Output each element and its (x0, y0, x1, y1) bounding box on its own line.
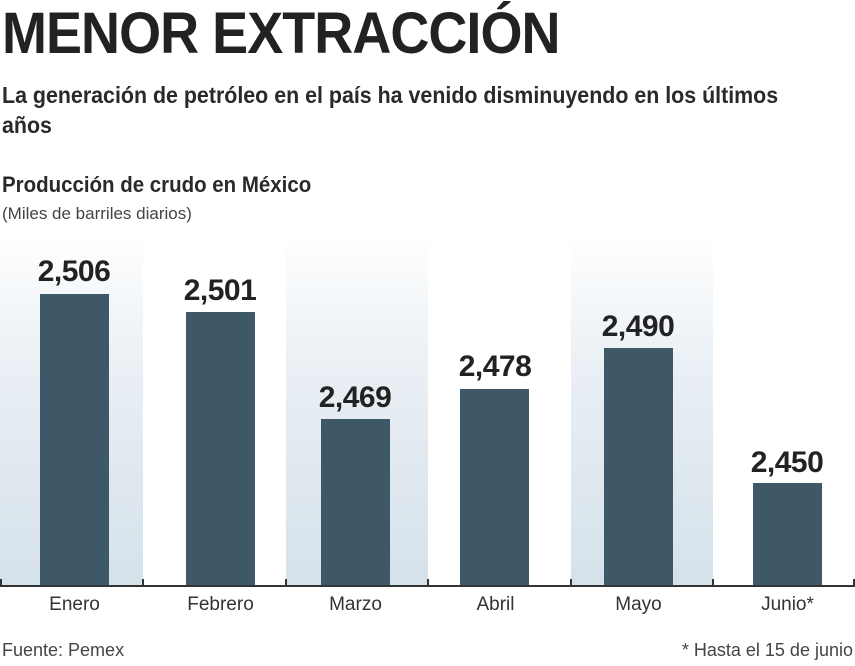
axis-tick (853, 579, 855, 586)
x-axis (0, 585, 855, 587)
bar-abril (460, 389, 529, 586)
bar-febrero (186, 312, 255, 586)
value-label-mayo: 2,490 (601, 310, 675, 343)
x-label-mayo: Mayo (615, 594, 662, 615)
x-label-abril: Abril (476, 594, 515, 615)
bar-enero (40, 294, 109, 586)
page-subtitle: La generación de petróleo en el país ha … (2, 82, 779, 138)
x-label-marzo: Marzo (329, 594, 382, 615)
value-label-marzo: 2,469 (318, 381, 392, 414)
chart-unit: (Miles de barriles diarios) (2, 204, 192, 223)
bar-marzo (321, 419, 390, 586)
page-title: MENOR EXTRACCIÓN (2, 1, 560, 66)
value-label-febrero: 2,501 (183, 274, 257, 307)
footnote: * Hasta el 15 de junio (681, 640, 853, 660)
bar-mayo (604, 348, 673, 586)
axis-tick (285, 579, 287, 586)
axis-tick (570, 579, 572, 586)
axis-tick (0, 579, 2, 586)
axis-tick (427, 579, 429, 586)
axis-tick (142, 579, 144, 586)
x-label-febrero: Febrero (187, 594, 254, 615)
value-label-enero: 2,506 (37, 255, 111, 288)
value-label-junio: 2,450 (750, 446, 824, 479)
x-label-enero: Enero (49, 594, 100, 615)
value-label-abril: 2,478 (458, 350, 532, 383)
axis-tick (712, 579, 714, 586)
source-note: Fuente: Pemex (2, 640, 125, 660)
plot-area (0, 232, 855, 586)
x-label-junio: Junio* (761, 594, 814, 615)
bar-junio (753, 483, 822, 586)
chart-title: Producción de crudo en México (2, 172, 312, 197)
